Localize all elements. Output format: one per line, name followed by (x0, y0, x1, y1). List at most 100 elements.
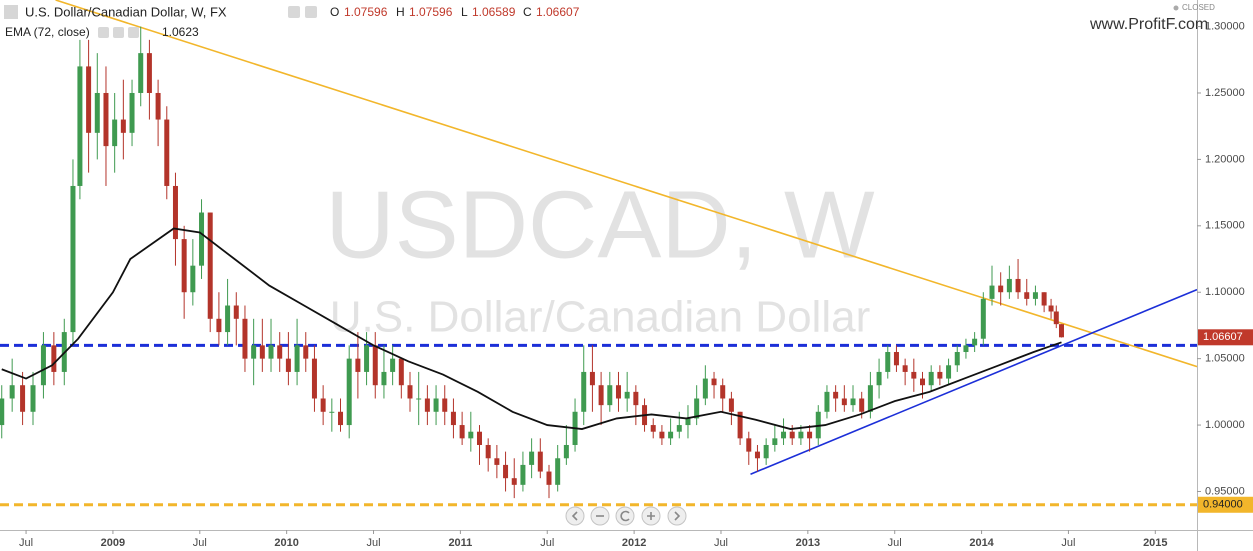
candle-body (841, 398, 847, 406)
ohlc-label: O (330, 5, 339, 19)
candle-body (1058, 324, 1064, 338)
candle-body (998, 285, 1004, 293)
candle-body (893, 352, 899, 366)
site-logo: www.ProfitF.com (1089, 16, 1208, 33)
scroll-left-button[interactable] (565, 506, 585, 526)
candle-body (433, 398, 439, 412)
candle-body (867, 385, 873, 412)
candle-body (346, 358, 352, 426)
candle-body (1032, 292, 1038, 299)
candle-body (494, 458, 500, 465)
icon (674, 511, 681, 521)
x-tick-label: Jul (193, 537, 207, 549)
x-tick-label: 2015 (1143, 537, 1167, 549)
scroll-right-button[interactable] (667, 506, 687, 526)
candle-body (190, 265, 196, 293)
candle-body (164, 119, 170, 186)
hide-icon[interactable] (305, 6, 317, 18)
candle-body (225, 305, 231, 333)
candle-body (798, 431, 804, 439)
ohlc-value: 1.06607 (536, 5, 580, 19)
candle-body (450, 411, 456, 426)
candle-body (711, 378, 717, 386)
candle-body (285, 358, 291, 372)
candle-body (181, 239, 187, 293)
x-tick-label: Jul (19, 537, 33, 549)
candle-body (980, 298, 986, 339)
y-tick-label: 0.95000 (1205, 485, 1245, 497)
candle-body (398, 358, 404, 386)
candle-body (754, 451, 760, 459)
indicator-icon[interactable] (113, 27, 124, 38)
candle-body (120, 119, 126, 133)
candle-body (885, 352, 891, 372)
candle-body (972, 338, 978, 346)
candle-body (216, 318, 222, 333)
candle-body (529, 451, 535, 465)
reset-button[interactable] (615, 506, 635, 526)
candle-body (155, 92, 161, 120)
status-dot (1173, 5, 1179, 11)
candle-body (650, 425, 656, 432)
candle-body (555, 458, 561, 485)
indicator-name: EMA (72, close) (5, 25, 90, 39)
ohlc-value: 1.06589 (472, 5, 516, 19)
candle-body (129, 92, 135, 133)
candle-body (381, 371, 387, 386)
y-tick-label: 1.00000 (1205, 419, 1245, 431)
candle-body (833, 391, 839, 399)
candle-body (424, 398, 430, 412)
candle-body (589, 371, 595, 386)
candle-body (781, 431, 787, 439)
candle-body (146, 53, 152, 93)
ohlc-label: C (523, 5, 532, 19)
price-tag (1198, 496, 1253, 513)
candle-body (728, 398, 734, 412)
ohlc-value: 1.07596 (409, 5, 453, 19)
candle-body (355, 358, 361, 372)
candle-body (407, 385, 413, 399)
candle-body (546, 471, 552, 485)
candle-body (902, 365, 908, 372)
symbol-icon[interactable] (4, 5, 18, 19)
indicator-icon[interactable] (98, 27, 109, 38)
candle-body (329, 411, 335, 413)
trend-line (55, 0, 1197, 368)
candle-body (94, 92, 100, 133)
x-tick-label: 2010 (274, 537, 298, 549)
candle-body (746, 438, 752, 452)
y-tick-label: 1.30000 (1205, 20, 1245, 32)
candle-body (1053, 311, 1059, 325)
candle-body (772, 438, 778, 445)
candle-body (789, 431, 795, 439)
candle-body (598, 385, 604, 406)
watermark: USDCAD, W (325, 171, 875, 278)
candle-body (859, 398, 865, 412)
candle-body (9, 385, 15, 399)
candle-body (86, 66, 92, 133)
indicator-value: 1.0623 (162, 25, 199, 39)
candle-body (70, 185, 76, 333)
x-tick-label: 2014 (969, 537, 994, 549)
candle-body (303, 345, 309, 359)
candle-body (112, 119, 118, 147)
candle-body (1024, 292, 1030, 299)
x-tick-label: 2011 (448, 537, 472, 549)
icon (620, 510, 630, 522)
candle-body (607, 385, 613, 406)
y-tick-label: 1.15000 (1205, 220, 1245, 232)
indicator-icon[interactable] (128, 27, 139, 38)
ema-line (1, 227, 1062, 430)
nav-icons (571, 510, 681, 522)
candle-body (277, 345, 283, 359)
x-tick-label: Jul (540, 537, 554, 549)
candle-body (946, 365, 952, 379)
settings-icon[interactable] (288, 6, 300, 18)
candle-body (476, 431, 482, 445)
candle-body (685, 418, 691, 426)
candle-body (920, 378, 926, 386)
candle-body (737, 411, 743, 439)
candle-body (233, 305, 239, 319)
candle-body (702, 378, 708, 399)
